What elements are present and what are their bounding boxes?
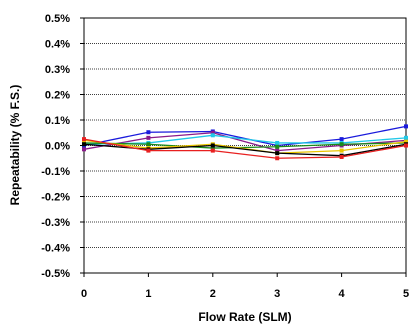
series-line-4: [83, 142, 407, 149]
y-axis-title: Repeatability (% F.S.): [8, 85, 22, 206]
series-4-point: [210, 146, 215, 151]
series-6-point: [275, 151, 280, 156]
y-tick-label: 0.3%: [45, 64, 70, 76]
series-3-point: [210, 133, 215, 138]
y-tick-label: 0.4%: [45, 39, 70, 51]
y-tick-label: -0.2%: [41, 192, 70, 204]
series-4-point: [146, 142, 151, 147]
series-4-point: [275, 144, 280, 149]
series-1-point: [146, 130, 151, 135]
y-tick-label: 0.1%: [45, 115, 70, 127]
series-1-point: [404, 124, 408, 129]
series-line-7: [83, 138, 407, 159]
series-2-point: [146, 135, 151, 140]
series-7-point: [275, 156, 280, 161]
y-tick-label: -0.4%: [41, 243, 70, 255]
series-line-3: [83, 134, 407, 145]
series-2-point: [210, 130, 215, 135]
y-tick-label: 0.5%: [45, 13, 70, 25]
series-7-point: [339, 154, 344, 159]
y-tick-label: -0.5%: [41, 268, 70, 280]
series-5-point: [404, 139, 408, 144]
x-tick-label: 2: [210, 288, 216, 300]
series-6-point: [82, 142, 86, 147]
y-tick-label: 0.0%: [45, 141, 70, 153]
series-1-point: [339, 137, 344, 142]
series-7-point: [146, 148, 151, 153]
x-tick-label: 1: [145, 288, 151, 300]
x-axis-title: Flow Rate (SLM): [198, 310, 291, 324]
y-tick-label: 0.2%: [45, 90, 70, 102]
series-7-point: [404, 143, 408, 148]
series-6-point: [210, 143, 215, 148]
series-5-point: [339, 148, 344, 153]
x-tick-label: 4: [339, 288, 346, 300]
series-3-point: [275, 140, 280, 145]
series-2-point: [275, 148, 280, 153]
x-axis-ticks: 0 1 2 3 4 5: [81, 273, 409, 300]
x-tick-label: 3: [274, 288, 280, 300]
data-series: [82, 124, 408, 161]
series-3-point: [404, 135, 408, 140]
y-tick-label: -0.3%: [41, 217, 70, 229]
x-tick-label: 5: [403, 288, 409, 300]
y-tick-label: -0.1%: [41, 166, 70, 178]
series-7-point: [210, 148, 215, 153]
series-4-point: [339, 142, 344, 147]
x-tick-label: 0: [81, 288, 87, 300]
series-2-point: [82, 147, 86, 152]
grid-lines: [84, 43, 406, 248]
series-7-point: [82, 137, 86, 142]
y-axis-ticks: 0.5% 0.4% 0.3% 0.2% 0.1% 0.0% -0.1% -0.2% -0.3% -…: [41, 13, 84, 280]
